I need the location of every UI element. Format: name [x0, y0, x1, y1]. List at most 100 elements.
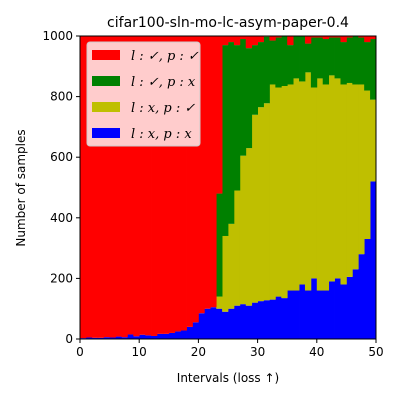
legend-entry-label: l : x, p : ✓: [131, 101, 195, 116]
legend-entry-label: l : ✓, p : x: [131, 75, 196, 90]
bar-segment: [228, 308, 235, 339]
bar-segment: [352, 36, 359, 85]
legend-swatch: [92, 50, 120, 60]
bar-segment: [328, 37, 335, 76]
bar-segment: [310, 36, 318, 38]
bar-segment: [299, 81, 306, 285]
bar-segment: [174, 331, 182, 339]
bar-segment: [198, 313, 205, 339]
bar-segment: [293, 36, 300, 79]
x-tick-label: 0: [76, 345, 84, 359]
bar-segment: [145, 335, 152, 339]
bar-segment: [174, 36, 182, 332]
y-axis: 0 200 400 600 800 1000: [42, 29, 80, 346]
y-tick-label: 1000: [42, 29, 73, 43]
bar-segment: [322, 290, 330, 339]
bar-segment: [251, 114, 258, 303]
bar-segment: [263, 103, 270, 301]
bar-segment: [322, 84, 330, 291]
bar-segment: [91, 337, 99, 339]
bar-segment: [316, 36, 324, 38]
bar-segment: [275, 296, 282, 339]
bar-segment: [245, 305, 253, 339]
bar-segment: [186, 36, 193, 327]
bar-segment: [239, 304, 247, 339]
bar-segment: [257, 42, 264, 108]
bar-segment: [364, 36, 371, 43]
bar-segment: [263, 36, 270, 104]
bar-segment: [97, 36, 105, 338]
x-tick-label: 30: [250, 345, 265, 359]
bar-segment: [328, 75, 335, 282]
bar-segment: [156, 333, 164, 339]
x-axis-label: Intervals (loss ↑): [177, 371, 279, 385]
bar-segment: [328, 281, 335, 339]
y-axis-label: Number of samples: [14, 129, 28, 246]
bar-segment: [340, 84, 347, 285]
bar-segment: [358, 36, 365, 38]
bar-segment: [233, 305, 241, 339]
bar-segment: [210, 36, 217, 308]
bar-segment: [269, 36, 276, 41]
bar-segment: [352, 269, 359, 339]
bar-segment: [198, 36, 205, 314]
bar-segment: [293, 78, 300, 291]
bar-segment: [364, 42, 371, 91]
bar-segment: [322, 39, 330, 85]
bar-segment: [151, 335, 158, 339]
bar-segment: [228, 42, 235, 224]
bar-segment: [222, 36, 229, 46]
bar-segment: [358, 84, 365, 255]
bar-segment: [346, 36, 353, 38]
bar-segment: [216, 296, 223, 309]
bar-segment: [281, 298, 288, 339]
bar-segment: [251, 36, 258, 46]
bar-segment: [370, 39, 377, 100]
bar-segment: [299, 284, 306, 339]
bar-segment: [216, 193, 223, 297]
bar-segment: [121, 36, 128, 338]
bar-segment: [263, 300, 270, 339]
bar-segment: [80, 36, 87, 339]
bar-segment: [228, 223, 235, 309]
bar-segment: [91, 36, 99, 338]
legend-swatch: [92, 76, 120, 86]
bar-segment: [156, 36, 164, 334]
bar-segment: [370, 36, 377, 40]
bar-segment: [269, 299, 276, 339]
bar-segment: [245, 48, 253, 149]
bar-segment: [180, 330, 187, 339]
bar-segment: [233, 45, 241, 191]
y-tick-label: 400: [50, 211, 73, 225]
bar-segment: [304, 290, 312, 339]
plot-frame: [79, 35, 377, 340]
bar-segment: [222, 311, 229, 339]
bar-segment: [293, 290, 300, 339]
bar-segment: [115, 336, 122, 339]
bar-segment: [287, 290, 294, 339]
bar-segment: [340, 36, 347, 43]
bar-segment: [239, 36, 247, 40]
bar-segment: [287, 36, 294, 46]
x-tick-label: 10: [132, 345, 147, 359]
bar-segment: [97, 337, 105, 339]
legend: l : ✓, p : ✓ l : ✓, p : x l : x, p : ✓ l : …: [86, 41, 201, 147]
bar-segment: [364, 90, 371, 240]
bar-segment: [186, 326, 193, 339]
bar-segment: [340, 42, 347, 85]
bar-segment: [239, 155, 247, 305]
bar-segment: [370, 181, 377, 339]
bar-segment: [216, 308, 223, 339]
bar-segment: [281, 36, 288, 86]
y-tick-label: 0: [65, 332, 73, 346]
bar-segment: [162, 333, 170, 339]
bar-segment: [121, 337, 128, 339]
bar-segment: [216, 36, 223, 194]
bar-segment: [85, 36, 93, 338]
bar-segment: [346, 276, 353, 339]
bar-segment: [304, 43, 312, 73]
bar-segment: [316, 290, 324, 339]
bar-segment: [334, 36, 341, 38]
legend-frame: [86, 41, 201, 147]
bar-segment: [145, 36, 152, 336]
